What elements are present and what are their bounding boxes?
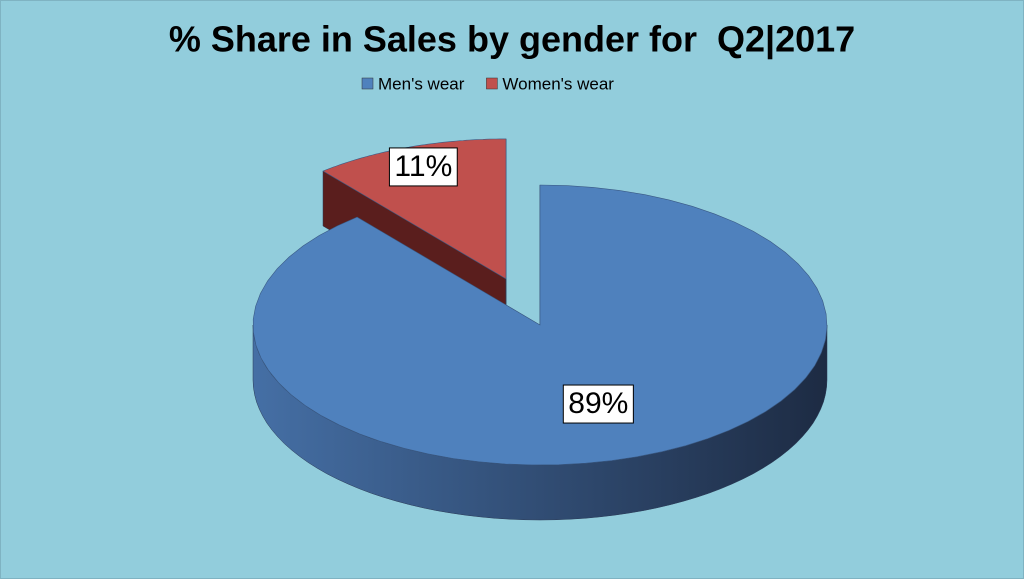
legend-swatch: [361, 77, 374, 90]
chart-title: % Share in Sales by gender for Q2|2017: [169, 19, 855, 61]
legend-label: Women's wear: [502, 74, 614, 93]
data-label-box: [562, 384, 634, 424]
slice: [322, 138, 507, 280]
slice: [252, 184, 828, 466]
pie: 89% 11%: [252, 138, 828, 521]
data-label-box: [388, 147, 458, 187]
legend-label: Men's wear: [378, 74, 465, 93]
data-label: 89%: [568, 387, 628, 420]
legend-swatch: [486, 77, 498, 90]
data-label: 11%: [394, 150, 452, 183]
legend: Men's wear Women's wear: [361, 74, 614, 93]
